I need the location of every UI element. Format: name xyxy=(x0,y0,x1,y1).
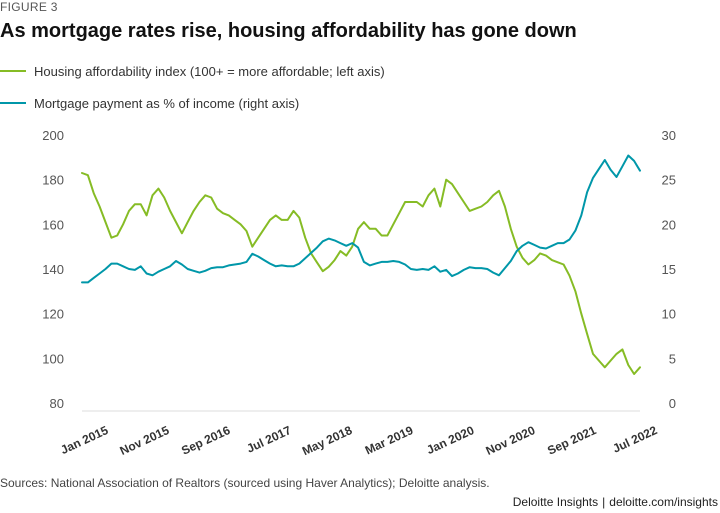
y-right-tick-label: 0 xyxy=(669,396,676,411)
figure-label: FIGURE 3 xyxy=(0,0,58,14)
y-right-tick-label: 15 xyxy=(662,262,676,277)
y-axis-right: 0 5 10 15 20 25 30 xyxy=(662,128,676,411)
footer-separator: | xyxy=(602,495,606,509)
x-tick-label: Nov 2020 xyxy=(484,423,538,458)
y-right-tick-label: 20 xyxy=(662,217,676,232)
y-left-tick-label: 80 xyxy=(50,396,64,411)
y-left-tick-label: 160 xyxy=(42,217,64,232)
source-note: Sources: National Association of Realtor… xyxy=(0,476,490,490)
y-left-tick-label: 200 xyxy=(42,128,64,143)
y-right-tick-label: 30 xyxy=(662,128,676,143)
legend-label-affordability: Housing affordability index (100+ = more… xyxy=(34,63,385,79)
legend: Housing affordability index (100+ = more… xyxy=(0,61,385,125)
legend-swatch-mortgage xyxy=(0,102,26,104)
x-tick-label: Jan 2020 xyxy=(424,423,476,457)
y-left-tick-label: 120 xyxy=(42,307,64,322)
y-right-tick-label: 25 xyxy=(662,173,676,188)
x-tick-label: Sep 2016 xyxy=(179,423,232,458)
x-tick-label: Jul 2022 xyxy=(610,423,659,456)
y-left-tick-label: 140 xyxy=(42,262,64,277)
x-tick-label: Jul 2017 xyxy=(244,423,293,456)
footer-url[interactable]: deloitte.com/insights xyxy=(609,495,718,509)
footer-brand: Deloitte Insights xyxy=(512,495,599,509)
line-chart: 80 100 120 140 160 180 200 0 5 10 15 20 25 30 Jan 20… xyxy=(42,128,676,458)
y-axis-left: 80 100 120 140 160 180 200 xyxy=(42,128,64,411)
chart-title: As mortgage rates rise, housing affordab… xyxy=(0,20,577,42)
x-tick-label: Nov 2015 xyxy=(118,423,172,458)
x-tick-label: Sep 2021 xyxy=(545,423,598,458)
series-line-mortgage xyxy=(81,154,641,284)
y-left-tick-label: 100 xyxy=(42,351,64,366)
footer: Deloitte Insights | deloitte.com/insights xyxy=(513,495,718,509)
legend-swatch-affordability xyxy=(0,70,26,72)
legend-label-mortgage: Mortgage payment as % of income (right a… xyxy=(34,95,300,111)
x-axis: Jan 2015 Nov 2015 Sep 2016 Jul 2017 May 2018… xyxy=(58,423,659,458)
x-tick-label: Mar 2019 xyxy=(363,423,416,458)
x-tick-label: Jan 2015 xyxy=(58,423,110,457)
y-right-tick-label: 5 xyxy=(669,351,676,366)
y-left-tick-label: 180 xyxy=(42,173,64,188)
series-layer xyxy=(81,154,641,375)
x-tick-label: May 2018 xyxy=(300,423,355,458)
y-right-tick-label: 10 xyxy=(662,307,676,322)
series-line-affordability xyxy=(81,172,641,375)
legend-item-affordability: Housing affordability index (100+ = more… xyxy=(0,61,385,81)
legend-item-mortgage: Mortgage payment as % of income (right a… xyxy=(0,93,385,113)
